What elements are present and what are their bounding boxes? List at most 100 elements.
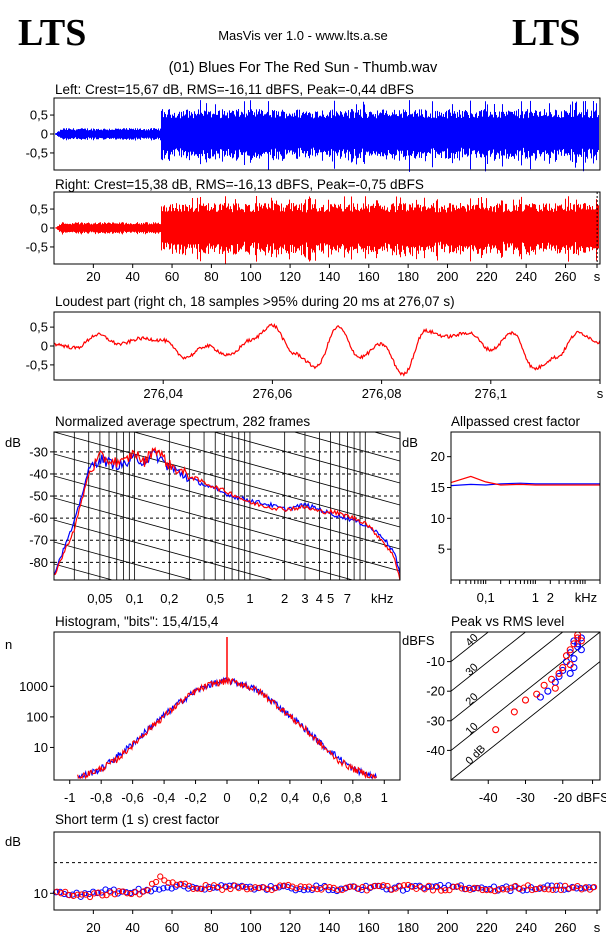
short-crest-point-right (421, 886, 428, 893)
right-wave-xtick-label: 120 (279, 269, 301, 284)
spectrum-xtick-label: 3 (301, 591, 308, 606)
short-crest-point-right (479, 886, 486, 894)
peak-rms-diagonal-label: 40 (464, 632, 481, 649)
loudest-part-title: Loudest part (right ch, 18 samples >95% … (55, 294, 455, 309)
allpass-xtick-label: 1 (532, 590, 539, 605)
short-crest-xtick-label: 260 (555, 920, 577, 935)
short-crest-point-left (544, 882, 551, 889)
short-crest-point-right (400, 882, 408, 889)
short-crest-point-right (86, 893, 94, 901)
peak-rms-ytick-label: -30 (426, 713, 445, 728)
short-crest-point-right (433, 884, 441, 891)
short-crest-point-right (528, 886, 536, 894)
short-crest-point-right (264, 885, 271, 892)
histogram-ytick-label: 1000 (19, 679, 48, 694)
short-crest-point-right (198, 885, 205, 893)
short-crest-point-right (537, 884, 544, 891)
short-crest-point-right (557, 886, 565, 894)
short-crest-point-right (396, 883, 403, 890)
short-crest-point-right (281, 882, 288, 889)
peak-rms-point-left (577, 646, 585, 654)
short-crest-ytick-label: 10 (34, 886, 48, 901)
short-crest-point-right (95, 889, 102, 896)
short-crest-point-right (276, 882, 284, 889)
peak-rms-plot-area: 40 30 20 10 0 dB (451, 632, 600, 780)
short-crest-point-right (590, 883, 598, 891)
peak-rms-point-right (551, 684, 559, 692)
short-crest-frame (53, 831, 601, 911)
peak-rms-xtick-label: dBFS (576, 790, 606, 805)
short-crest-point-left (98, 889, 105, 896)
spectrum-slope-line (54, 519, 275, 580)
right-wave-ytick-label: -0,5 (26, 239, 48, 254)
short-crest-point-right (173, 881, 180, 888)
allpass-xtick-label: 2 (547, 590, 554, 605)
short-crest-point-right (74, 891, 81, 898)
short-crest-point-right (371, 882, 379, 889)
peak-rms-diagonal-label: 30 (464, 661, 481, 678)
short-crest-point-right (363, 887, 370, 894)
loudest-ytick-label: 0 (41, 339, 48, 354)
spectrum-xtick-label: 0,5 (206, 591, 224, 606)
peak-rms-title: Peak vs RMS level (451, 614, 564, 629)
short-crest-point-right (524, 882, 532, 889)
allpass-series-left (450, 482, 600, 487)
short-crest-point-right (243, 886, 251, 893)
spectrum-ytick-label: -80 (29, 555, 48, 570)
peak-rms-point-right (574, 634, 582, 642)
spectrum-frame (53, 431, 401, 581)
short-crest-point-right (512, 882, 519, 890)
short-crest-point-right (425, 882, 432, 889)
short-crest-point-left (296, 885, 303, 893)
peak-rms-point-right (570, 640, 578, 648)
short-crest-xtick-label: s (594, 920, 601, 935)
peak-rms-xtick-label: -30 (516, 790, 535, 805)
short-crest-point-right (471, 884, 478, 891)
spectrum-slope-line (54, 432, 400, 528)
short-crest-xtick-label: 220 (476, 920, 498, 935)
peak-rms-point-right (510, 708, 518, 716)
peak-rms-diagonal (451, 632, 527, 692)
spectrum-xtick-label: 0,05 (87, 591, 112, 606)
histogram-xtick-label: 0,8 (344, 790, 362, 805)
allpass-ytick-label: 5 (438, 542, 445, 557)
histogram-title: Histogram, "bits": 15,4/15,4 (55, 614, 219, 629)
short-crest-xtick-label: 120 (279, 920, 301, 935)
short-crest-point-right (62, 888, 69, 895)
histogram-series-right (77, 676, 377, 780)
spectrum-xtick-label: 1 (246, 591, 253, 606)
short-crest-point-right (347, 883, 354, 890)
short-crest-point-right (570, 884, 577, 891)
spectrum-ytick-label: -60 (29, 511, 48, 526)
short-crest-point-right (103, 892, 110, 899)
short-crest-point-right (285, 881, 292, 889)
peak-rms-ytick-label: -40 (426, 743, 445, 758)
spectrum-plot-area (54, 432, 400, 580)
loudest-part-line (53, 323, 601, 377)
right-wave-xtick-label: 20 (86, 269, 100, 284)
short-crest-point-left (152, 885, 159, 892)
peak-rms-point-left (566, 669, 574, 677)
histogram-xtick-label: -0,2 (184, 790, 206, 805)
right-wave-xtick-label: 80 (204, 269, 218, 284)
spectrum-slope-line (54, 475, 400, 572)
loudest-xtick-label: s (597, 386, 604, 401)
histogram-xtick-label: 0,2 (249, 790, 267, 805)
short-crest-point-left (490, 883, 498, 890)
short-crest-point-right (442, 887, 449, 894)
short-crest-xtick-label: 100 (240, 920, 262, 935)
short-crest-point-right (376, 882, 383, 890)
loudest-ytick-label: 0,5 (30, 320, 48, 335)
peak-rms-point-right (566, 661, 574, 669)
short-crest-point-right (144, 887, 151, 894)
left-wave-ytick-label: -0,5 (26, 145, 48, 160)
short-crest-point-left (420, 885, 427, 892)
short-crest-point-left (222, 883, 229, 890)
spectrum-ytick-label: -70 (29, 533, 48, 548)
short-crest-point-right (549, 886, 556, 894)
peak-rms-point-left (570, 655, 578, 663)
allpass-title: Allpassed crest factor (451, 414, 581, 429)
spectrum-slope-line (54, 541, 194, 580)
short-crest-xtick-label: 180 (397, 920, 419, 935)
allpass-series-right (450, 475, 600, 486)
